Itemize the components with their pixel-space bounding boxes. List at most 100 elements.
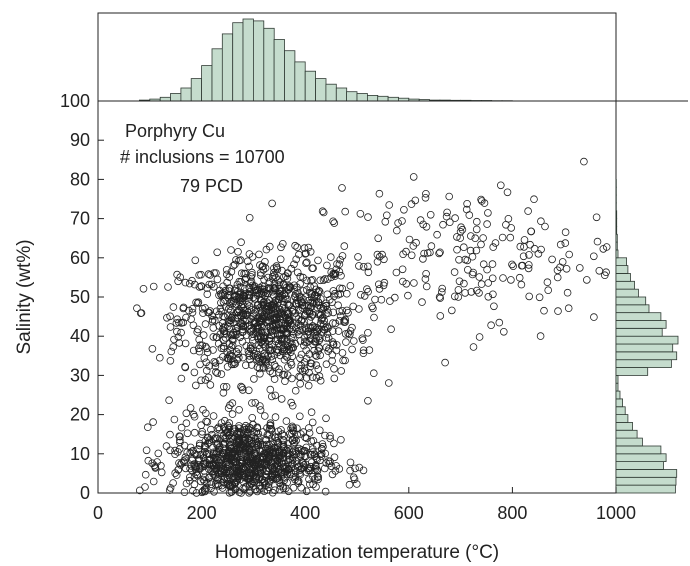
scatter-point xyxy=(206,271,215,279)
scatter-point xyxy=(390,293,399,302)
scatter-point xyxy=(250,433,258,441)
scatter-point xyxy=(507,224,516,232)
scatter-point xyxy=(258,475,267,484)
scatter-point xyxy=(210,454,218,463)
scatter-point xyxy=(326,253,335,261)
scatter-point xyxy=(247,341,255,350)
scatter-point xyxy=(309,480,317,489)
scatter-point xyxy=(519,252,528,261)
scatter-point xyxy=(314,256,322,265)
scatter-point xyxy=(325,344,333,353)
scatter-point xyxy=(590,313,598,321)
scatter-point xyxy=(232,457,240,465)
scatter-point xyxy=(472,286,481,295)
scatter-point xyxy=(380,255,388,264)
scatter-point xyxy=(364,268,373,277)
scatter-point xyxy=(518,261,527,270)
scatter-point xyxy=(344,308,352,317)
scatter-point xyxy=(197,477,205,486)
scatter-point xyxy=(176,438,184,447)
scatter-point xyxy=(259,290,267,299)
scatter-point xyxy=(220,322,229,331)
scatter-point xyxy=(325,295,334,304)
scatter-point xyxy=(219,336,228,345)
salinity-histogram-bar xyxy=(615,343,674,353)
scatter-point xyxy=(503,188,512,197)
scatter-point xyxy=(307,335,316,344)
scatter-point xyxy=(314,298,323,307)
scatter-point xyxy=(330,364,338,373)
scatter-point xyxy=(392,226,401,235)
scatter-point xyxy=(281,467,290,476)
scatter-point xyxy=(301,366,309,375)
scatter-point xyxy=(149,282,158,291)
scatter-point xyxy=(267,392,276,401)
scatter-point xyxy=(227,488,236,496)
scatter-point xyxy=(208,430,216,439)
scatter-point xyxy=(265,453,274,461)
scatter-point xyxy=(205,280,214,289)
scatter-point xyxy=(311,323,319,332)
scatter-point xyxy=(341,356,349,365)
scatter-point xyxy=(239,322,247,330)
scatter-point xyxy=(398,277,407,286)
scatter-point xyxy=(301,250,310,258)
scatter-point xyxy=(600,271,609,280)
scatter-point xyxy=(250,375,258,383)
scatter-point xyxy=(239,470,248,479)
scatter-point xyxy=(190,280,199,289)
scatter-point xyxy=(174,333,183,341)
scatter-point xyxy=(171,450,179,459)
scatter-point xyxy=(219,344,228,353)
scatter-point xyxy=(234,308,242,316)
scatter-point xyxy=(225,419,234,427)
scatter-point xyxy=(239,291,247,300)
scatter-point xyxy=(491,239,500,247)
scatter-point xyxy=(436,294,445,302)
scatter-point xyxy=(291,386,300,395)
scatter-point xyxy=(582,276,591,284)
scatter-point xyxy=(392,268,401,277)
scatter-point xyxy=(211,359,220,367)
scatter-point xyxy=(260,412,269,420)
scatter-point xyxy=(201,342,210,351)
scatter-point xyxy=(355,262,363,270)
scatter-point xyxy=(237,302,246,311)
scatter-point xyxy=(280,355,289,364)
scatter-point xyxy=(190,480,199,489)
temperature-histogram-bar xyxy=(335,87,348,102)
scatter-point xyxy=(314,286,323,295)
salinity-histogram-bar xyxy=(615,233,618,243)
scatter-point xyxy=(455,277,464,286)
scatter-point xyxy=(219,282,227,291)
scatter-point xyxy=(345,330,354,339)
scatter-point xyxy=(234,293,243,301)
scatter-point xyxy=(227,267,236,276)
scatter-point xyxy=(245,283,253,292)
scatter-point xyxy=(169,343,178,351)
scatter-point xyxy=(534,250,543,258)
scatter-point xyxy=(182,479,191,488)
scatter-point xyxy=(199,405,207,414)
scatter-point xyxy=(246,447,255,456)
scatter-point xyxy=(438,284,447,293)
temperature-histogram-bar xyxy=(180,87,192,102)
salinity-histogram-bar xyxy=(615,210,618,220)
scatter-point xyxy=(245,250,254,258)
scatter-point xyxy=(237,269,246,278)
scatter-point xyxy=(507,276,515,284)
scatter-point xyxy=(213,248,222,257)
scatter-point xyxy=(279,300,288,309)
scatter-point xyxy=(558,258,567,266)
scatter-point xyxy=(197,421,205,430)
scatter-point xyxy=(339,356,347,365)
scatter-point xyxy=(296,364,305,373)
scatter-point xyxy=(269,275,277,283)
y-tick-label: 40 xyxy=(70,326,90,346)
scatter-point xyxy=(136,486,144,495)
scatter-point xyxy=(299,447,307,456)
salinity-histogram-bar xyxy=(615,469,678,478)
scatter-point xyxy=(213,369,222,378)
scatter-point xyxy=(209,346,217,354)
salinity-histogram-bar xyxy=(615,257,628,266)
